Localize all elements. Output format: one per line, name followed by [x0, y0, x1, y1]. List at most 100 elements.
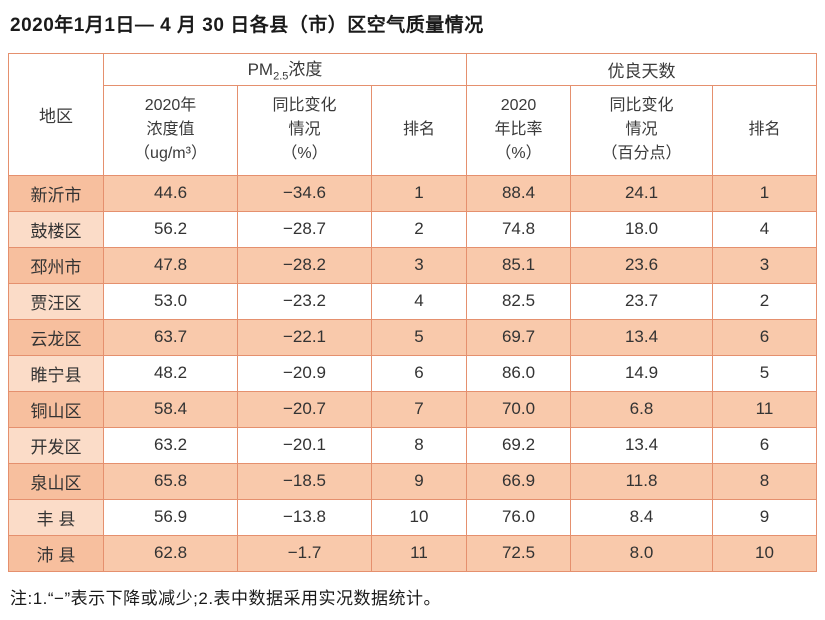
table-header: 地区 PM2.5浓度 优良天数 2020年 浓度值 （ug/m³） 同比变化 情… [8, 52, 817, 176]
ratio-change-cell: 23.6 [570, 246, 713, 284]
table-row: 贾汪区 53.0 −23.2 4 82.5 23.7 2 [8, 282, 817, 320]
region-cell: 新沂市 [8, 174, 104, 212]
pm-value-cell: 63.7 [103, 318, 238, 356]
ratio-change-cell: 18.0 [570, 210, 713, 248]
region-cell: 铜山区 [8, 390, 104, 428]
header-ratio: 2020 年比率 （%） [466, 84, 571, 176]
ratio-rank-cell: 2 [712, 282, 817, 320]
pm-rank-cell: 8 [371, 426, 467, 464]
table-row: 沛 县 62.8 −1.7 11 72.5 8.0 10 [8, 534, 817, 572]
pm-value-cell: 56.2 [103, 210, 238, 248]
region-cell: 睢宁县 [8, 354, 104, 392]
ratio-change-cell: 8.0 [570, 534, 713, 572]
pm-value-cell: 47.8 [103, 246, 238, 284]
pm-rank-cell: 2 [371, 210, 467, 248]
pm-change-cell: −28.2 [237, 246, 372, 284]
ratio-change-cell: 23.7 [570, 282, 713, 320]
header-pm-value: 2020年 浓度值 （ug/m³） [103, 84, 238, 176]
ratio-rank-cell: 3 [712, 246, 817, 284]
ratio-change-cell: 13.4 [570, 318, 713, 356]
header-ratio-rank: 排名 [712, 84, 817, 176]
pm-rank-cell: 4 [371, 282, 467, 320]
ratio-change-cell: 6.8 [570, 390, 713, 428]
ratio-rank-cell: 4 [712, 210, 817, 248]
pm-change-cell: −1.7 [237, 534, 372, 572]
pm-value-cell: 44.6 [103, 174, 238, 212]
table-row: 睢宁县 48.2 −20.9 6 86.0 14.9 5 [8, 354, 817, 392]
ratio-cell: 85.1 [466, 246, 571, 284]
ratio-rank-cell: 9 [712, 498, 817, 536]
pm-change-cell: −20.7 [237, 390, 372, 428]
table-row: 云龙区 63.7 −22.1 5 69.7 13.4 6 [8, 318, 817, 356]
ratio-rank-cell: 6 [712, 318, 817, 356]
table-row: 泉山区 65.8 −18.5 9 66.9 11.8 8 [8, 462, 817, 500]
air-quality-table: 地区 PM2.5浓度 优良天数 2020年 浓度值 （ug/m³） 同比变化 情… [8, 52, 817, 572]
ratio-cell: 72.5 [466, 534, 571, 572]
header-gooddays-group: 优良天数 [466, 52, 817, 86]
pm25-suffix: 浓度 [288, 60, 323, 80]
pm-value-cell: 58.4 [103, 390, 238, 428]
ratio-cell: 82.5 [466, 282, 571, 320]
pm-value-cell: 65.8 [103, 462, 238, 500]
header-region: 地区 [8, 52, 104, 176]
region-cell: 鼓楼区 [8, 210, 104, 248]
ratio-cell: 69.2 [466, 426, 571, 464]
ratio-cell: 88.4 [466, 174, 571, 212]
region-cell: 丰 县 [8, 498, 104, 536]
region-cell: 云龙区 [8, 318, 104, 356]
ratio-rank-cell: 1 [712, 174, 817, 212]
ratio-change-cell: 24.1 [570, 174, 713, 212]
ratio-cell: 86.0 [466, 354, 571, 392]
pm-change-cell: −20.9 [237, 354, 372, 392]
ratio-rank-cell: 10 [712, 534, 817, 572]
pm-value-cell: 53.0 [103, 282, 238, 320]
table-row: 鼓楼区 56.2 −28.7 2 74.8 18.0 4 [8, 210, 817, 248]
pm-rank-cell: 9 [371, 462, 467, 500]
pm25-subscript: 2.5 [273, 70, 289, 83]
footnote: 注:1.“−”表示下降或减少;2.表中数据采用实况数据统计。 [10, 588, 442, 608]
pm-change-cell: −20.1 [237, 426, 372, 464]
table-row: 铜山区 58.4 −20.7 7 70.0 6.8 11 [8, 390, 817, 428]
table-row: 邳州市 47.8 −28.2 3 85.1 23.6 3 [8, 246, 817, 284]
ratio-change-cell: 11.8 [570, 462, 713, 500]
pm-value-cell: 63.2 [103, 426, 238, 464]
header-pm-rank: 排名 [371, 84, 467, 176]
ratio-change-cell: 13.4 [570, 426, 713, 464]
ratio-change-cell: 8.4 [570, 498, 713, 536]
region-cell: 沛 县 [8, 534, 104, 572]
header-pm25-group: PM2.5浓度 [103, 52, 467, 86]
ratio-rank-cell: 6 [712, 426, 817, 464]
ratio-cell: 76.0 [466, 498, 571, 536]
table-row: 丰 县 56.9 −13.8 10 76.0 8.4 9 [8, 498, 817, 536]
pm-rank-cell: 10 [371, 498, 467, 536]
ratio-cell: 70.0 [466, 390, 571, 428]
pm-rank-cell: 11 [371, 534, 467, 572]
region-cell: 邳州市 [8, 246, 104, 284]
pm-rank-cell: 1 [371, 174, 467, 212]
ratio-rank-cell: 11 [712, 390, 817, 428]
table-row: 新沂市 44.6 −34.6 1 88.4 24.1 1 [8, 174, 817, 212]
ratio-rank-cell: 8 [712, 462, 817, 500]
pm-value-cell: 56.9 [103, 498, 238, 536]
page-title: 2020年1月1日— 4 月 30 日各县（市）区空气质量情况 [10, 15, 484, 36]
pm25-prefix: PM [247, 60, 274, 80]
pm-change-cell: −22.1 [237, 318, 372, 356]
ratio-change-cell: 14.9 [570, 354, 713, 392]
header-pm-change: 同比变化 情况 （%） [237, 84, 372, 176]
pm-rank-cell: 5 [371, 318, 467, 356]
pm-rank-cell: 7 [371, 390, 467, 428]
table-row: 开发区 63.2 −20.1 8 69.2 13.4 6 [8, 426, 817, 464]
header-ratio-change: 同比变化 情况 （百分点） [570, 84, 713, 176]
ratio-rank-cell: 5 [712, 354, 817, 392]
pm-change-cell: −34.6 [237, 174, 372, 212]
region-cell: 泉山区 [8, 462, 104, 500]
pm-value-cell: 48.2 [103, 354, 238, 392]
pm-change-cell: −18.5 [237, 462, 372, 500]
pm-change-cell: −23.2 [237, 282, 372, 320]
table-body: 新沂市 44.6 −34.6 1 88.4 24.1 1 鼓楼区 56.2 −2… [8, 174, 817, 572]
pm-change-cell: −28.7 [237, 210, 372, 248]
ratio-cell: 66.9 [466, 462, 571, 500]
ratio-cell: 69.7 [466, 318, 571, 356]
ratio-cell: 74.8 [466, 210, 571, 248]
